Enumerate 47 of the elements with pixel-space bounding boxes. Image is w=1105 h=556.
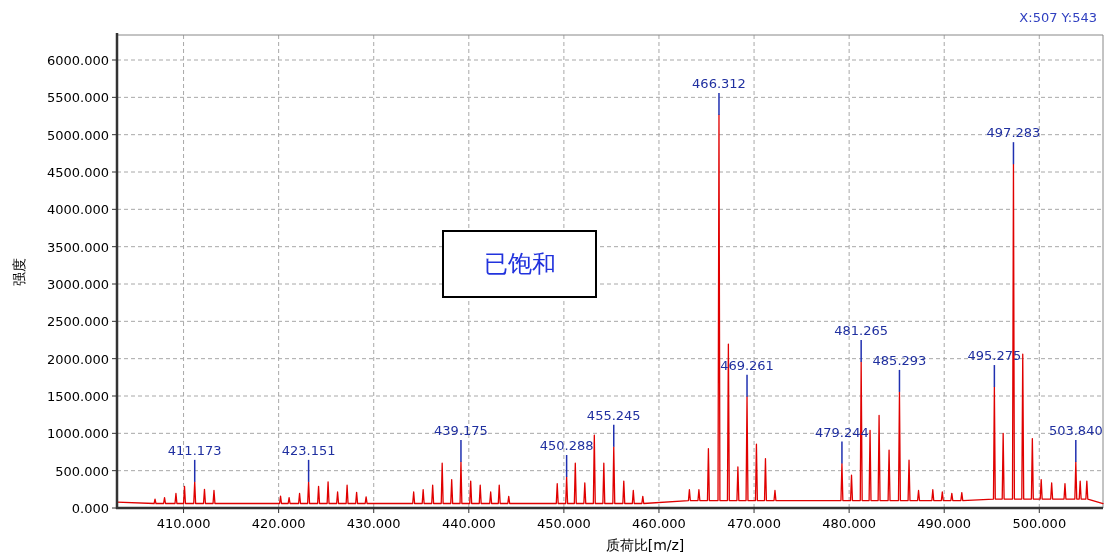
x-tick-label: 460.000 [632,516,686,531]
annotation: 503.840 [1048,423,1103,439]
annotation: 411.173 [167,442,222,483]
annotation: 423.151 [281,442,336,458]
annotation: 485.293 [872,352,927,393]
y-tick-label: 4000.000 [46,202,109,218]
y-tick-label: 5000.000 [46,127,109,143]
annotation: 481.265 [834,323,889,339]
y-axis-title: 强度 [11,257,27,286]
y-tick-label: 1500.000 [46,389,109,404]
x-tick-label: 410.000 [156,516,211,531]
y-tick-label: 3500.000 [46,239,109,255]
x-tick-label: 450.000 [537,516,591,531]
line-series [116,114,1104,505]
annotation: 439.175 [434,423,488,463]
annotation: 466.312 [692,75,746,91]
y-tick-label: 5500.000 [46,90,109,106]
x-tick-label: 490.000 [917,516,972,531]
annotation: 485.293 [872,352,927,368]
annotation: 497.283 [986,125,1041,141]
annotation: 503.840 [1048,423,1103,463]
annotation: 450.288 [539,438,594,478]
annotation: 455.245 [586,407,641,423]
x-tick-label: 470.000 [727,516,781,531]
x-tick-label: 420.000 [251,516,306,531]
x-tick-label: 480.000 [822,516,877,531]
annotation: 423.151 [281,442,336,483]
y-tick-label: 0.000 [71,501,109,516]
y-tick-label: 6000.000 [46,53,109,69]
annotation: 450.288 [539,438,594,454]
annotation: 439.175 [434,423,488,439]
annotation: 已饱和 [483,251,556,277]
note-box: 已饱和 [442,230,597,298]
y-tick-label: 1000.000 [46,426,109,442]
y-tick-label: 2500.000 [46,314,109,330]
y-tick-label: 500.000 [55,463,109,479]
y-tick-label: 3000.000 [46,277,109,293]
y-tick-label: 2000.000 [46,351,109,367]
x-tick-label: 440.000 [441,516,496,531]
annotation: 411.173 [167,442,222,458]
y-tick-label: 4500.000 [46,165,109,181]
text: X:507 Y:543 [1019,10,1097,25]
x-axis-title: 质荷比[m/z] [605,537,685,553]
x-tick-label: 430.000 [346,516,401,531]
annotation: 497.283 [986,125,1041,165]
x-tick-label: 500.000 [1012,516,1067,531]
annotation: 466.312 [692,75,746,116]
